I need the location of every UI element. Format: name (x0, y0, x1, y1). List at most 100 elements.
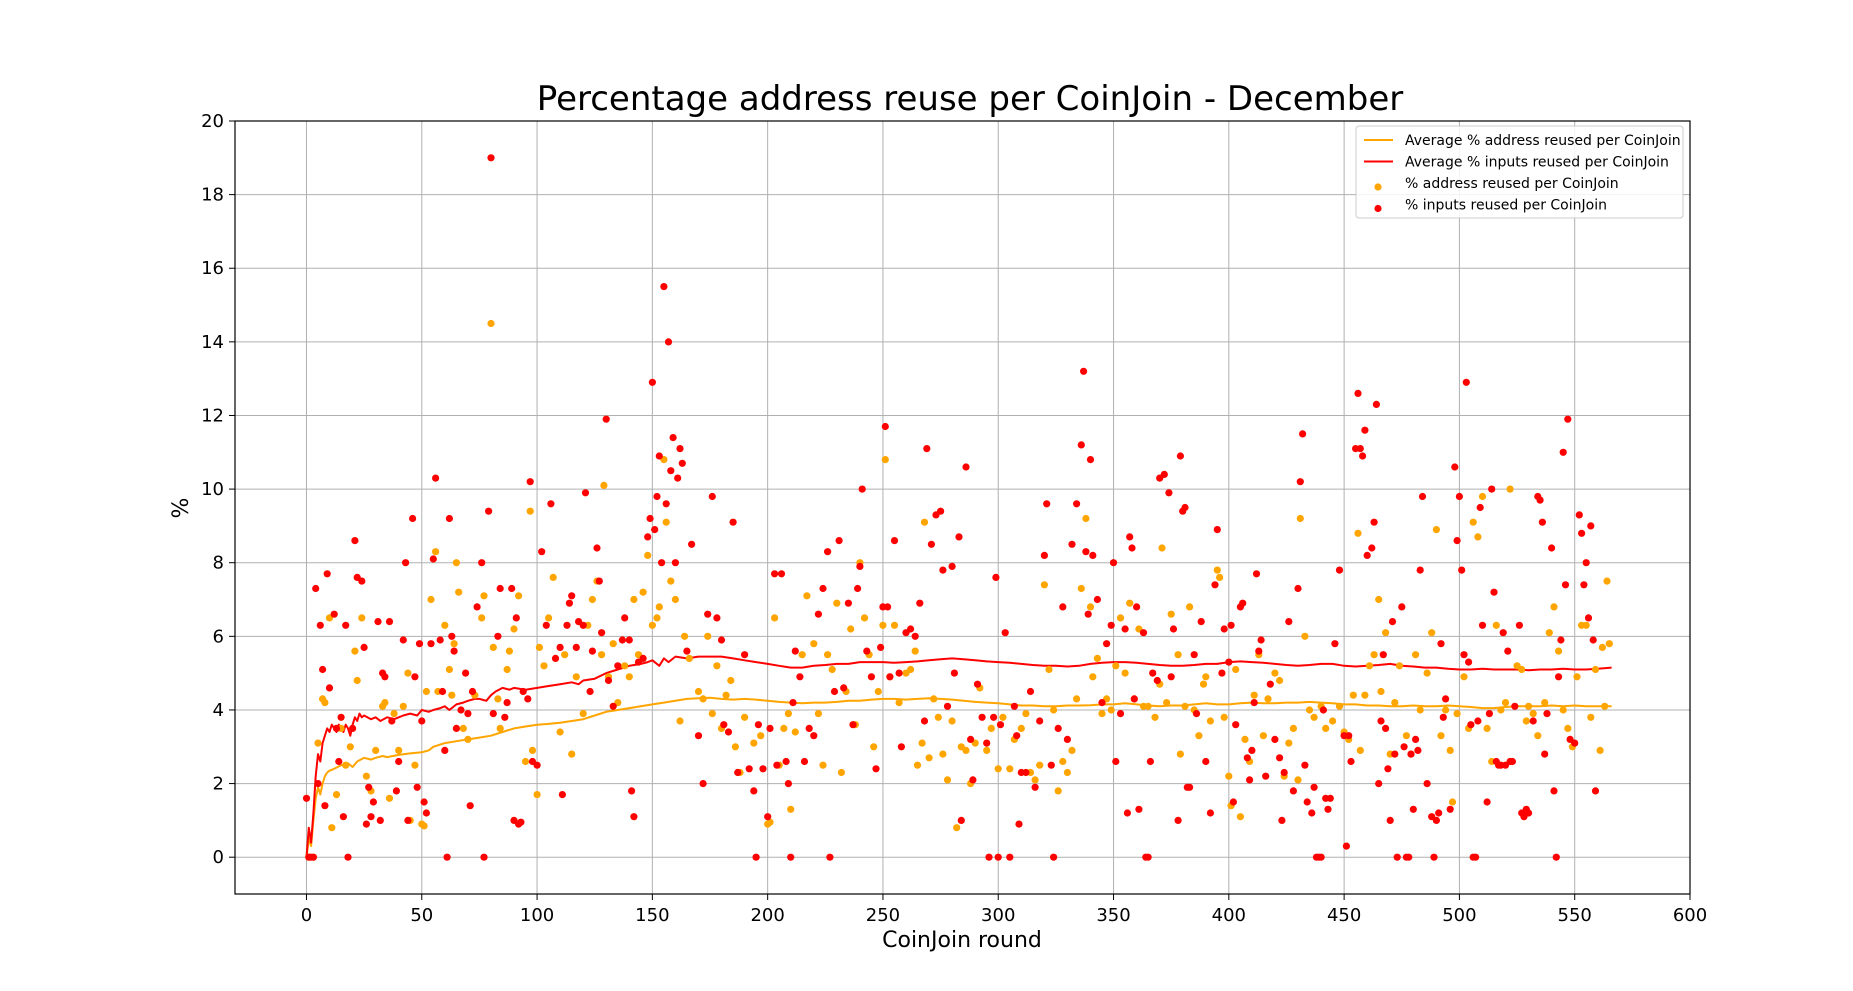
data-point-series-3 (445, 514, 453, 523)
data-point-series-3 (1133, 603, 1141, 611)
data-point-series-3 (1192, 710, 1201, 718)
series-line-1 (305, 655, 1612, 858)
data-point-series-3 (381, 673, 389, 681)
data-point-series-2 (1186, 603, 1194, 611)
data-point-series-2 (572, 673, 580, 681)
data-point-series-2 (1601, 702, 1609, 710)
data-point-series-3 (854, 584, 862, 593)
data-point-series-2 (639, 588, 647, 596)
data-point-series-3 (1255, 647, 1263, 655)
data-point-series-2 (1250, 691, 1258, 699)
data-point-series-2 (533, 791, 541, 799)
data-point-series-3 (978, 713, 986, 721)
data-point-series-3 (501, 713, 509, 721)
data-point-series-3 (1474, 717, 1482, 725)
data-point-series-2 (1098, 710, 1106, 718)
data-point-series-3 (1324, 805, 1332, 813)
data-point-series-3 (1190, 651, 1198, 659)
data-point-series-3 (1036, 717, 1044, 725)
data-point-series-2 (1112, 662, 1120, 670)
data-point-series-2 (1174, 651, 1182, 659)
data-point-series-3 (911, 632, 919, 640)
data-point-series-2 (939, 750, 947, 758)
data-point-series-3 (1488, 485, 1496, 493)
legend: Average % address reused per CoinJoin Ave… (1355, 125, 1684, 219)
data-point-series-2 (351, 647, 359, 655)
data-point-series-3 (1128, 544, 1136, 552)
data-point-series-3 (1393, 853, 1401, 861)
data-point-series-2 (962, 746, 970, 755)
data-point-series-3 (464, 710, 472, 718)
data-point-series-2 (1506, 485, 1514, 493)
data-point-series-2 (983, 746, 991, 755)
data-point-series-2 (722, 691, 730, 699)
data-point-series-2 (699, 695, 707, 703)
data-point-series-3 (724, 728, 733, 736)
legend-box (1355, 125, 1684, 219)
y-tick-label: 10 (201, 479, 224, 500)
data-point-series-3 (402, 559, 410, 567)
data-point-series-2 (1518, 665, 1526, 674)
data-point-series-3 (1109, 559, 1118, 567)
data-point-series-2 (890, 621, 899, 629)
data-point-series-3 (1370, 518, 1378, 526)
data-point-series-2 (1448, 798, 1457, 806)
data-point-series-3 (480, 853, 488, 861)
data-point-series-2 (925, 754, 933, 762)
data-point-series-3 (342, 621, 350, 629)
data-point-series-3 (694, 732, 703, 740)
data-point-series-2 (432, 548, 440, 556)
data-point-series-3 (1317, 853, 1325, 861)
data-point-series-3 (669, 434, 677, 442)
data-point-series-3 (994, 853, 1002, 861)
data-point-series-3 (547, 500, 555, 508)
data-point-series-2 (1232, 665, 1240, 674)
data-point-series-3 (1257, 636, 1265, 644)
y-tick-label: 8 (213, 553, 224, 574)
y-tick-label: 20 (201, 111, 224, 132)
data-point-series-3 (973, 680, 982, 688)
data-point-series-3 (741, 651, 749, 659)
data-point-series-2 (1006, 765, 1014, 773)
data-point-series-3 (1276, 754, 1284, 762)
data-point-series-2 (464, 735, 472, 744)
data-point-series-3 (1368, 544, 1376, 552)
data-point-series-2 (847, 625, 855, 633)
data-point-series-2 (1285, 739, 1293, 747)
data-point-series-3 (462, 669, 470, 677)
x-tick-label: 0 (301, 905, 312, 926)
data-point-series-2 (750, 739, 758, 747)
data-point-series-2 (655, 603, 663, 611)
data-point-series-3 (558, 791, 567, 799)
data-point-series-2 (644, 551, 652, 560)
data-point-series-3 (699, 780, 707, 788)
data-point-series-2 (521, 757, 530, 766)
data-point-series-2 (662, 518, 670, 526)
data-point-series-3 (1467, 721, 1475, 729)
data-point-series-3 (814, 610, 823, 618)
data-point-series-3 (734, 768, 742, 777)
data-point-series-3 (1412, 735, 1420, 744)
data-point-series-2 (411, 761, 419, 769)
data-point-series-3 (967, 735, 975, 744)
x-tick-label: 200 (750, 905, 784, 926)
data-point-series-2 (549, 573, 557, 582)
data-point-series-3 (1465, 658, 1473, 666)
data-point-series-2 (630, 595, 638, 604)
data-point-series-3 (316, 621, 324, 629)
y-tick-label: 2 (213, 774, 224, 795)
data-point-series-2 (1335, 702, 1344, 710)
data-point-series-3 (1285, 618, 1293, 626)
data-point-series-3 (618, 636, 627, 644)
data-point-series-2 (568, 750, 576, 758)
data-point-series-2 (828, 665, 836, 674)
data-point-series-3 (418, 717, 426, 725)
data-point-series-3 (872, 765, 880, 773)
data-point-series-2 (1158, 544, 1166, 552)
data-point-series-2 (1271, 669, 1279, 677)
data-point-series-3 (625, 636, 633, 644)
data-point-series-3 (704, 610, 712, 618)
data-point-series-3 (374, 618, 382, 626)
data-point-series-2 (1416, 706, 1424, 714)
data-point-series-2 (1474, 533, 1482, 541)
